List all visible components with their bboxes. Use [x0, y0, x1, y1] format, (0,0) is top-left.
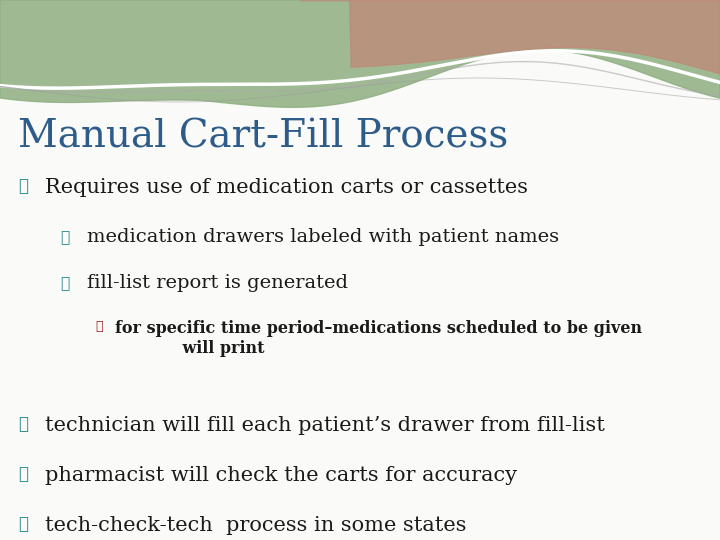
- Text: pharmacist will check the carts for accuracy: pharmacist will check the carts for accu…: [45, 465, 517, 485]
- Text: ❧: ❧: [95, 320, 103, 333]
- Text: ❧: ❧: [18, 178, 28, 195]
- Text: Manual Cart-Fill Process: Manual Cart-Fill Process: [18, 118, 508, 155]
- Text: tech-check-tech  process in some states: tech-check-tech process in some states: [45, 516, 467, 535]
- Text: ❧: ❧: [60, 228, 69, 245]
- Text: ❧: ❧: [18, 516, 28, 532]
- Text: fill-list report is generated: fill-list report is generated: [87, 274, 348, 292]
- Text: ❧: ❧: [18, 416, 28, 433]
- Text: technician will fill each patient’s drawer from fill-list: technician will fill each patient’s draw…: [45, 416, 605, 435]
- Text: for specific time period–medications scheduled to be given
            will prin: for specific time period–medications sch…: [115, 320, 642, 357]
- Text: ❧: ❧: [18, 465, 28, 483]
- Text: Requires use of medication carts or cassettes: Requires use of medication carts or cass…: [45, 178, 528, 197]
- Text: ❧: ❧: [60, 274, 69, 291]
- Text: medication drawers labeled with patient names: medication drawers labeled with patient …: [87, 228, 559, 246]
